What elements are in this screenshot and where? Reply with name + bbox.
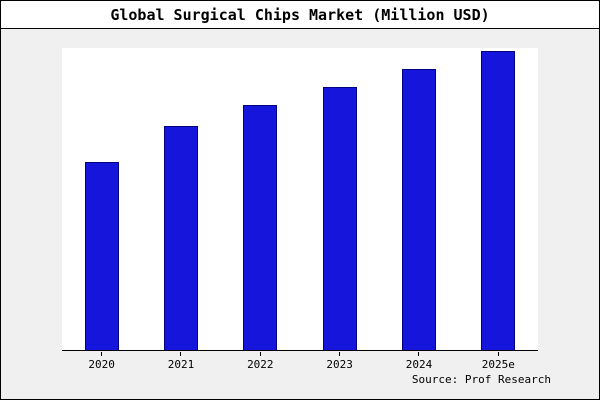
chart-title: Global Surgical Chips Market (Million US…: [1, 1, 599, 29]
tick-mark: [418, 352, 420, 356]
bar-slot-2024: [401, 48, 437, 350]
figure-area: 2020 2021 2022 2023 2024 2025e Source: Prof R…: [1, 29, 599, 398]
bar-slot-2023: [322, 48, 358, 350]
x-axis-label-cell-2022: 2022: [242, 352, 278, 374]
bar-2023: [322, 86, 357, 350]
tick-mark: [101, 352, 103, 356]
x-axis-label: 2022: [247, 358, 274, 371]
x-axis-label-cell-2021: 2021: [163, 352, 199, 374]
bar-slot-2021: [163, 48, 199, 350]
tick-mark: [339, 352, 341, 356]
x-axis-label-cell-2020: 2020: [84, 352, 120, 374]
bar-slot-2025e: [480, 48, 516, 350]
bar-2024: [401, 68, 436, 350]
x-axis-label: 2024: [405, 358, 433, 371]
tick-mark: [180, 352, 182, 356]
x-axis-label: 2023: [326, 358, 353, 371]
plot-area: [62, 48, 538, 351]
bar-2021: [163, 125, 198, 350]
bar-2022: [243, 104, 278, 350]
bar-slot-2022: [242, 48, 278, 350]
x-axis-label-cell-2024: 2024: [401, 352, 437, 374]
bar-2020: [84, 161, 119, 350]
x-axis-label: 2025e: [481, 358, 515, 371]
x-axis-label: 2021: [167, 358, 195, 371]
x-axis-label-cell-2023: 2023: [322, 352, 358, 374]
bar-slot-2020: [84, 48, 120, 350]
x-axis-label: 2020: [88, 358, 115, 371]
x-axis-labels: 2020 2021 2022 2023 2024 2025e: [62, 352, 538, 374]
x-axis-label-cell-2025e: 2025e: [480, 352, 516, 374]
bar-2025e: [481, 51, 516, 350]
bar-group: [62, 48, 538, 350]
source-credit: Source: Prof Research: [411, 373, 551, 386]
tick-mark: [497, 352, 499, 356]
tick-mark: [259, 352, 261, 356]
